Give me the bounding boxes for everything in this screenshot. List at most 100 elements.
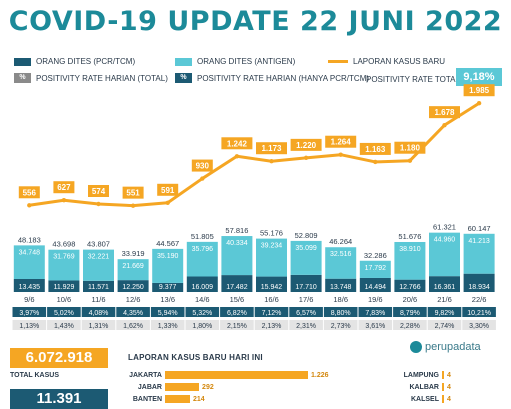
- cases-point: [269, 159, 274, 164]
- posrate-pcr-cell: [289, 307, 323, 317]
- posrate-total-label: 2,74%: [435, 323, 455, 330]
- bar-antigen: [325, 247, 357, 279]
- posrate-total-label: 2,31%: [296, 323, 316, 330]
- bar-pcr-label: 11.929: [53, 284, 74, 291]
- cases-label: 551: [126, 189, 140, 198]
- posrate-pcr-label: 6,57%: [296, 310, 316, 317]
- bar-pcr: [13, 278, 45, 292]
- posrate-total-label: 1,62%: [123, 323, 143, 330]
- legend-cases: LAPORAN KASUS BARU: [328, 57, 445, 66]
- province-bar: [442, 371, 444, 379]
- bar-pcr-label: 17.710: [295, 284, 317, 291]
- posrate-total-cell: [150, 320, 185, 330]
- bar-antigen-label: 31.769: [53, 254, 75, 261]
- posrate-total-label: 1,31%: [89, 323, 109, 330]
- brand-logo-icon: [410, 341, 422, 353]
- total-cases-value: 6.072.918: [10, 348, 108, 368]
- bar-pcr: [325, 278, 357, 292]
- cases-label: 1.678: [434, 108, 455, 117]
- posrate-total-label: 2,73%: [331, 323, 351, 330]
- bar-antigen-label: 17.792: [365, 265, 387, 272]
- cases-label: 1.180: [400, 144, 421, 153]
- bar-pcr-label: 17.482: [226, 284, 248, 291]
- bar-total-label: 60.147: [468, 224, 491, 233]
- posrate-pcr-label: 8,79%: [400, 310, 420, 317]
- posrate-total-label: 1,80%: [192, 323, 212, 330]
- bar-pcr: [290, 274, 322, 292]
- cases-point: [200, 176, 205, 181]
- bar-total-label: 44.567: [156, 239, 179, 248]
- province-name: JAKARTA: [129, 371, 162, 379]
- posrate-total-label: 2,13%: [262, 323, 282, 330]
- legend-posrate-pcr-swatch: %: [175, 73, 192, 83]
- legend-antigen-label: ORANG DITES (ANTIGEN): [197, 57, 296, 66]
- province-name: BANTEN: [132, 395, 162, 403]
- x-tick-label: 14/6: [195, 295, 210, 304]
- legend-antigen-swatch: [175, 57, 192, 66]
- bar-pcr: [256, 276, 287, 292]
- bar-pcr: [152, 282, 184, 292]
- cases-label: 556: [23, 188, 37, 197]
- provinces-title: LAPORAN KASUS BARU HARI INI: [128, 353, 263, 362]
- legend-posrate-pcr-label: POSITIVITY RATE HARIAN (HANYA PCR/TCM): [197, 73, 370, 83]
- province-bar: [442, 383, 444, 391]
- page-title: COVID-19 UPDATE 22 JUNI 2022: [8, 6, 503, 37]
- cases-label-box: [429, 106, 460, 119]
- x-tick-label: 15/6: [230, 295, 245, 304]
- brand-name: perupadata: [425, 341, 481, 353]
- posrate-total-cell: [462, 320, 496, 330]
- cases-point: [407, 158, 413, 163]
- province-bar: [165, 395, 190, 403]
- x-tick-label: 16/6: [264, 295, 279, 304]
- posrate-total-cell: [323, 320, 358, 330]
- bar-total-label: 51.676: [398, 232, 421, 241]
- bar-total-label: 57.816: [225, 226, 248, 235]
- cases-point: [234, 154, 240, 159]
- bar-antigen: [186, 241, 218, 277]
- bar-total-label: 51.805: [191, 232, 214, 241]
- legend-pcr-swatch: [14, 57, 31, 66]
- cases-label: 1.220: [296, 141, 317, 150]
- posrate-total-label: 3,30%: [469, 323, 489, 330]
- posrate-pcr-cell: [12, 307, 47, 317]
- bar-antigen: [290, 240, 322, 275]
- brand-logo: perupadata: [410, 341, 481, 353]
- province-row: KALBAR 4: [395, 383, 451, 391]
- cases-point: [130, 203, 136, 208]
- x-tick-label: 22/6: [472, 295, 487, 304]
- bar-antigen-label: 39.234: [261, 243, 283, 250]
- legend-pcr: ORANG DITES (PCR/TCM): [14, 57, 135, 66]
- posrate-pcr-label: 4,35%: [123, 310, 143, 317]
- bar-antigen-label: 35.796: [192, 246, 214, 253]
- province-value: 4: [447, 383, 451, 391]
- bar-pcr: [221, 275, 253, 292]
- bar-antigen: [83, 249, 114, 281]
- bar-antigen-label: 44.960: [434, 237, 456, 244]
- posrate-pcr-label: 5,32%: [192, 310, 212, 317]
- cases-label: 1.163: [365, 145, 386, 154]
- bar-antigen: [256, 238, 287, 277]
- x-tick-label: 18/6: [333, 295, 348, 304]
- legend-posrate-total: % POSITIVITY RATE HARIAN (TOTAL): [14, 73, 168, 83]
- x-tick-label: 19/6: [368, 295, 383, 304]
- posrate-total-cell: [47, 320, 81, 330]
- cases-label-box: [122, 186, 144, 199]
- posrate-total-label: 1,13%: [19, 323, 39, 330]
- bar-pcr: [394, 279, 426, 292]
- bar-total-label: 43.698: [52, 240, 75, 249]
- posrate-pcr-label: 4,08%: [89, 310, 109, 317]
- cases-label: 627: [57, 183, 71, 192]
- cases-point: [476, 101, 482, 106]
- cases-label-box: [18, 186, 40, 199]
- posrate-pcr-cell: [81, 307, 116, 317]
- cases-label-box: [325, 135, 357, 148]
- total-cases-label: TOTAL KASUS: [10, 372, 60, 379]
- x-tick-label: 9/6: [24, 295, 34, 304]
- bar-pcr-label: 12.250: [122, 284, 144, 291]
- legend-posrate-total-swatch: %: [14, 73, 31, 83]
- posrate-pcr-cell: [393, 307, 427, 317]
- legend-cases-swatch: [328, 60, 348, 63]
- bar-pcr-label: 18.934: [468, 284, 490, 291]
- legend-posrate-total-label: POSITIVITY RATE HARIAN (TOTAL): [36, 73, 168, 83]
- bar-antigen: [359, 260, 391, 278]
